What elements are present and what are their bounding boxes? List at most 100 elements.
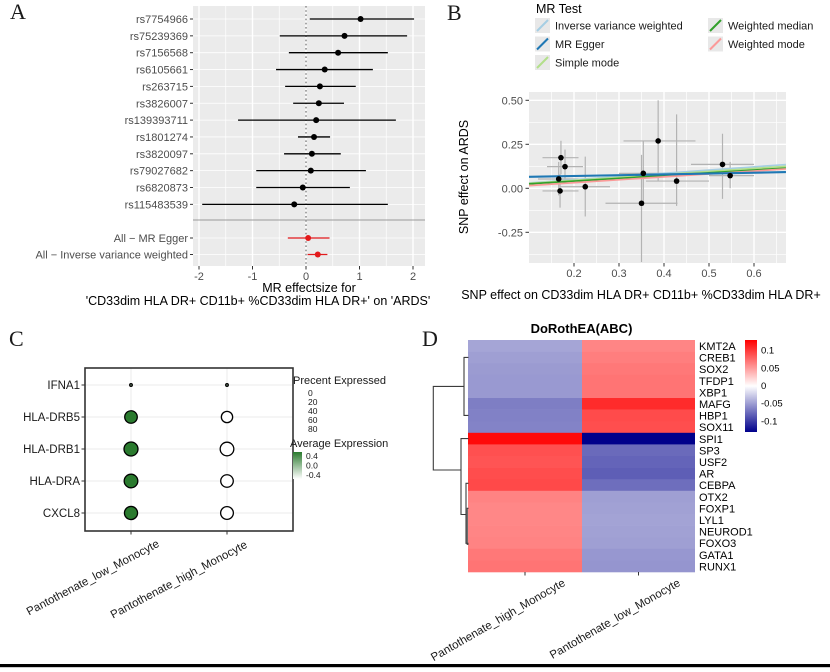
heatmap-cell xyxy=(468,548,582,561)
heatmap-cell xyxy=(582,374,695,387)
expression-dot xyxy=(220,474,234,488)
expression-dot xyxy=(123,473,139,489)
gene-label: USF2 xyxy=(699,457,727,469)
heatmap-cell xyxy=(468,432,582,445)
snp-row-label: rs263715 xyxy=(142,81,188,93)
color-legend-title: Average Expression xyxy=(290,438,388,450)
heatmap-cell xyxy=(468,363,582,376)
dendrogram-branch xyxy=(432,385,464,471)
x-tick-label: 0.4 xyxy=(656,268,671,280)
color-scale-tick: 0.1 xyxy=(761,346,774,357)
snp-point xyxy=(655,138,661,144)
heatmap-cell xyxy=(468,456,582,468)
panel-label-d: D xyxy=(422,326,438,351)
gene-label: SP3 xyxy=(699,445,720,457)
expression-dot xyxy=(123,505,139,521)
mr-test-legend: MR Test Inverse variance weighted MR Egger… xyxy=(535,2,813,70)
color-legend-tick: 0.0 xyxy=(306,461,318,471)
panel-d-heatmap: DoRothEA(ABC) KMT2ACREB1SOX2TFDP1XBP1MAFG… xyxy=(429,321,783,664)
snp-row-label: rs3826007 xyxy=(136,98,188,110)
snp-row-label: rs7754966 xyxy=(136,14,188,26)
heatmap-cell xyxy=(468,398,582,410)
heatmap-cell xyxy=(582,351,695,364)
expression-dot xyxy=(219,505,235,521)
estimate-point xyxy=(313,117,320,124)
heatmap-cell xyxy=(582,340,695,352)
gene-label: FOXP1 xyxy=(699,503,735,515)
legend-entry-label: Weighted median xyxy=(728,21,813,33)
gene-label: OTX2 xyxy=(699,492,728,504)
expression-dot xyxy=(225,383,229,387)
gene-label: IFNA1 xyxy=(47,380,80,392)
heatmap-cell xyxy=(582,560,695,573)
gene-label: KMT2A xyxy=(699,341,736,353)
x-tick-label: -1 xyxy=(248,271,258,283)
gene-label: AR xyxy=(699,469,714,481)
snp-row-label: rs6105661 xyxy=(136,65,188,77)
heatmap-cell xyxy=(468,537,582,550)
legend-entry-label: Inverse variance weighted xyxy=(555,21,683,33)
color-legend-bar xyxy=(293,452,302,479)
snp-row-label: rs6820873 xyxy=(136,183,188,195)
size-legend-tick: 20 xyxy=(308,397,318,407)
panel-b-scatter: MR Test Inverse variance weighted MR Egger… xyxy=(457,2,821,302)
heatmap-cell xyxy=(468,467,582,480)
heatmap-cell xyxy=(582,386,695,399)
mr-fit-line xyxy=(528,167,787,185)
color-scale-bar xyxy=(745,340,757,432)
expression-dot xyxy=(220,410,234,424)
snp-row-label: rs79027682 xyxy=(130,166,188,178)
legend-key-line xyxy=(536,56,549,69)
heatmap-cell xyxy=(582,444,695,457)
gene-label: LYL1 xyxy=(699,515,724,527)
x-tick-label: 0.3 xyxy=(611,268,626,280)
snp-point xyxy=(558,154,564,161)
size-legend-tick: 60 xyxy=(308,415,318,425)
heatmap-cell xyxy=(582,490,695,503)
x-tick-label: 0.6 xyxy=(746,268,761,280)
snp-row-label: rs75239369 xyxy=(130,31,188,43)
panel-c-dotplot: IFNA1HLA-DRB5HLA-DRB1HLA-DRACXCL8Pantoth… xyxy=(23,367,388,621)
legend-entry-label: MR Egger xyxy=(555,39,605,51)
x-tick-label: -2 xyxy=(194,271,204,283)
heatmap-cell xyxy=(468,514,582,526)
estimate-point xyxy=(316,83,323,90)
heatmap-cell xyxy=(582,409,695,422)
gene-label: FOXO3 xyxy=(699,538,736,550)
row-dendrogram xyxy=(432,356,469,545)
snp-point xyxy=(582,183,589,190)
gene-label: HLA-DRA xyxy=(30,476,81,488)
heatmap-cell xyxy=(582,502,695,515)
estimate-point xyxy=(357,16,364,22)
heatmap-cell xyxy=(468,479,582,492)
dendrogram-branch xyxy=(466,507,469,545)
gene-label: CEBPA xyxy=(699,480,736,492)
panel-label-a: A xyxy=(10,0,26,24)
color-scale-tick: 0.05 xyxy=(761,363,780,374)
estimate-point xyxy=(308,150,315,157)
estimate-point xyxy=(315,100,322,107)
heatmap-cell xyxy=(468,525,582,538)
gene-label: SPI1 xyxy=(699,434,723,446)
expression-dot xyxy=(219,441,235,457)
heatmap-cell xyxy=(468,490,582,503)
size-legend-tick: 0 xyxy=(308,388,313,398)
heatmap-cell xyxy=(468,409,582,422)
column-label: Pantothenate_low_Monocyte xyxy=(548,577,682,662)
color-scale-tick: -0.1 xyxy=(761,416,777,427)
snp-point xyxy=(562,163,568,170)
heatmap-title: DoRothEA(ABC) xyxy=(531,321,633,336)
heatmap-cell xyxy=(468,560,582,573)
y-axis-title: SNP effect on ARDS xyxy=(457,120,471,234)
heatmap-cell xyxy=(468,386,582,399)
legend-key-line xyxy=(536,19,549,32)
estimate-point xyxy=(314,251,321,258)
legend-key-line xyxy=(536,37,549,51)
snp-point xyxy=(719,161,726,168)
heatmap-cell xyxy=(468,502,582,515)
legend-key-line xyxy=(709,19,722,32)
x-axis-title: SNP effect on CD33dim HLA DR+ CD11b+ %CD… xyxy=(461,288,821,302)
legend-entry-label: Weighted mode xyxy=(728,39,805,51)
